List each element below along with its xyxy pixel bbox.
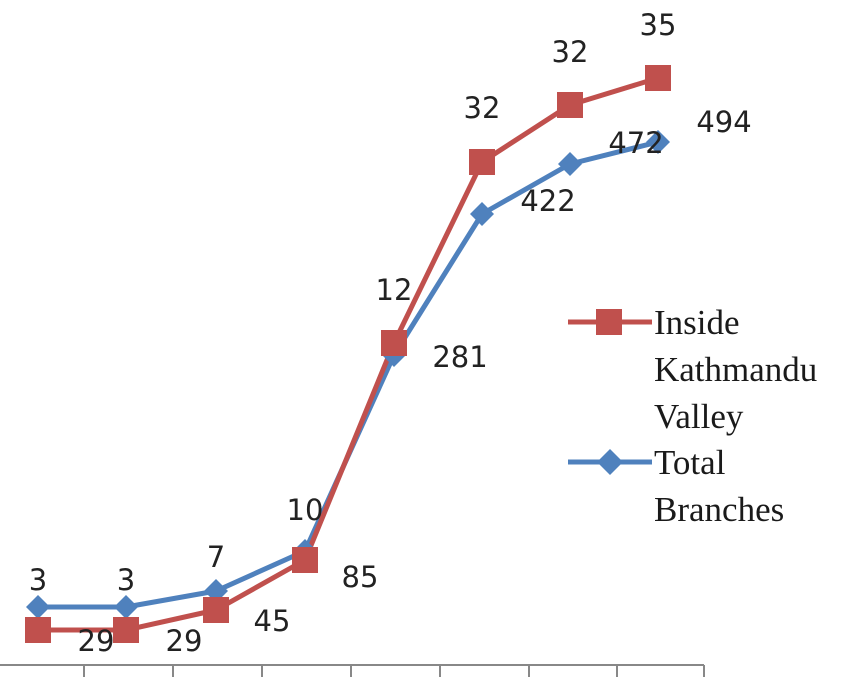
marker-inside-kathmandu-valley [203, 597, 229, 623]
data-label-inside-kathmandu-valley: 3 [117, 563, 135, 597]
legend-label: Total [654, 443, 726, 482]
marker-inside-kathmandu-valley [557, 92, 583, 118]
data-label-total-branches: 422 [520, 184, 575, 218]
data-label-inside-kathmandu-valley: 32 [464, 91, 501, 125]
data-label-inside-kathmandu-valley: 35 [640, 8, 677, 42]
marker-inside-kathmandu-valley [25, 617, 51, 643]
data-label-total-branches: 494 [696, 105, 751, 139]
data-label-total-branches: 85 [342, 560, 379, 594]
series-lines [38, 75, 659, 633]
x-axis-ticks [83, 665, 705, 677]
marker-total-branches [470, 202, 494, 226]
legend-label: Inside [654, 303, 740, 342]
marker-inside-kathmandu-valley [292, 547, 318, 573]
series-line-inside-kathmandu-valley [38, 75, 659, 633]
marker-inside-kathmandu-valley [645, 65, 671, 91]
data-label-total-branches: 45 [254, 604, 291, 638]
data-label-inside-kathmandu-valley: 12 [376, 273, 413, 307]
legend-diamond-marker [597, 449, 623, 475]
marker-inside-kathmandu-valley [113, 617, 139, 643]
legend-square-marker [596, 309, 622, 335]
data-label-total-branches: 29 [166, 624, 203, 658]
legend: Inside Kathmandu Valley Total Branches [568, 303, 817, 529]
marker-total-branches [558, 152, 582, 176]
series-markers [25, 65, 671, 643]
legend-label: Branches [654, 490, 784, 529]
marker-inside-kathmandu-valley [381, 330, 407, 356]
data-label-total-branches: 29 [78, 624, 115, 658]
marker-total-branches [114, 595, 138, 619]
data-label-inside-kathmandu-valley: 7 [207, 540, 225, 574]
legend-entry-inside-kathmandu-valley: Inside Kathmandu Valley [568, 303, 817, 436]
legend-label: Valley [654, 397, 744, 436]
marker-total-branches [646, 130, 670, 154]
marker-total-branches [26, 595, 50, 619]
data-label-total-branches: 472 [608, 126, 663, 160]
marker-inside-kathmandu-valley [469, 149, 495, 175]
legend-label: Kathmandu [654, 350, 817, 389]
data-label-inside-kathmandu-valley: 10 [287, 493, 324, 527]
data-label-total-branches: 281 [432, 340, 487, 374]
data-label-inside-kathmandu-valley: 3 [29, 563, 47, 597]
data-labels: 3 3 7 10 12 32 32 35 29 29 45 85 281 422 472 494 [29, 8, 752, 658]
legend-entry-total-branches: Total Branches [568, 443, 784, 529]
data-label-inside-kathmandu-valley: 32 [552, 35, 589, 69]
